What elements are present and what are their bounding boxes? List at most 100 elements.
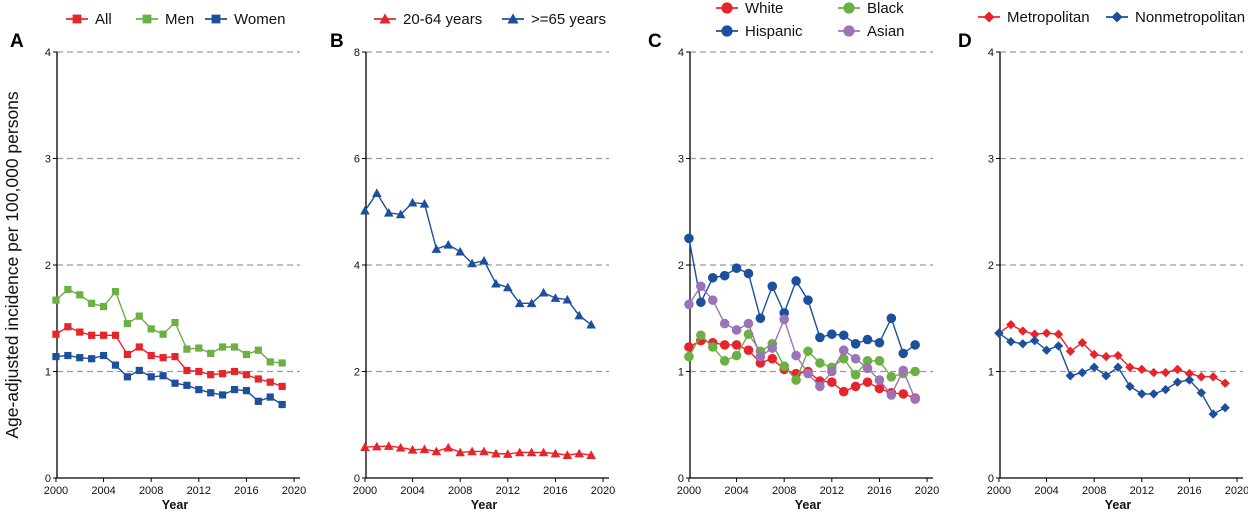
panel-a-series-men-point bbox=[230, 343, 239, 351]
panel-c-series-black-point bbox=[779, 361, 789, 371]
panel-b-series-65-years-point bbox=[431, 244, 442, 253]
panel-d-y-tick-label: 1 bbox=[988, 367, 994, 379]
panel-c-series-hispanic-point bbox=[886, 313, 897, 324]
panel-a-series-men-point bbox=[242, 350, 251, 359]
panel-c-series-white-point bbox=[719, 340, 730, 350]
panel-c-series-black-point bbox=[707, 342, 718, 352]
panel-c-series-hispanic-point bbox=[815, 332, 825, 343]
panel-d-series-metropolitan-point bbox=[1125, 362, 1135, 372]
panel-b-series-65-years-point bbox=[586, 319, 596, 329]
panel-d-y-tick-label: 2 bbox=[988, 260, 994, 272]
panel-a-series-all-point bbox=[88, 331, 96, 339]
panel-a-x-tick-label: 2020 bbox=[282, 485, 306, 497]
panel-d-series-nonmetropolitan-point bbox=[1172, 377, 1183, 387]
panel-b-legend-label: >=65 years bbox=[531, 11, 606, 28]
panel-c-series-hispanic-point bbox=[743, 268, 754, 279]
panel-a-series-women-point bbox=[242, 387, 251, 395]
panel-d-series-metropolitan-point bbox=[1065, 346, 1076, 356]
panel-a-series-all-point bbox=[76, 328, 84, 336]
panel-d-series-nonmetropolitan-point bbox=[994, 328, 1004, 338]
panel-c-series-white-point bbox=[731, 340, 742, 350]
panel-c-legend-item-white: White bbox=[716, 0, 783, 17]
panel-c-series-black-point bbox=[719, 356, 730, 366]
panel-a-legend-label: Men bbox=[165, 11, 194, 28]
panel-c-series-asian-point bbox=[696, 281, 706, 292]
panel-c-legend-marker bbox=[721, 2, 733, 14]
panel-a-series-women-point bbox=[135, 366, 143, 375]
panel-c-legend-marker bbox=[721, 25, 733, 37]
panel-a-x-tick-label: 2012 bbox=[187, 485, 211, 497]
panel-a-series-all-point bbox=[278, 382, 286, 391]
panel-a-series-women-point bbox=[219, 391, 227, 399]
panel-b-series-65-years-point bbox=[407, 197, 418, 207]
panel-c-legend-item-asian: Asian bbox=[838, 23, 905, 40]
panel-c-series-hispanic-point bbox=[803, 295, 813, 305]
panel-a-series-men-point bbox=[147, 325, 155, 333]
panel-c-series-hispanic-point bbox=[850, 339, 861, 349]
panel-b-x-tick-label: 2008 bbox=[448, 485, 472, 497]
panel-c-series-asian-point bbox=[838, 345, 849, 356]
panel-c-x-tick-label: 2008 bbox=[772, 485, 796, 497]
panel-a-series-men-point bbox=[111, 288, 120, 296]
panel-a-series-men-point bbox=[52, 296, 60, 304]
panel-d-series-nonmetropolitan-point bbox=[1184, 375, 1195, 385]
panel-a-legend-label: All bbox=[95, 11, 112, 28]
panel-d-series-nonmetropolitan-point bbox=[1196, 388, 1207, 398]
panel-a-series-women-point bbox=[159, 372, 167, 380]
panel-d-series-nonmetropolitan-point bbox=[1089, 362, 1099, 372]
panel-d-legend-label: Nonmetropolitan bbox=[1135, 9, 1245, 26]
panel-b-series-65-years-point bbox=[443, 239, 454, 249]
panel-c-series-hispanic-point bbox=[684, 233, 694, 244]
panel-d-legend-marker bbox=[1111, 11, 1123, 23]
panel-a-series-all-point bbox=[254, 375, 262, 383]
panel-d-series-nonmetropolitan-point bbox=[1041, 345, 1052, 355]
panel-d-series-nonmetropolitan-point bbox=[1137, 389, 1147, 399]
panel-c-series-white-point bbox=[874, 383, 885, 394]
panel-d-series-nonmetropolitan bbox=[994, 328, 1230, 419]
panel-c-y-tick-label: 0 bbox=[678, 473, 684, 485]
panel-b-y-tick-label: 2 bbox=[354, 367, 360, 379]
panel-b-label: B bbox=[330, 31, 344, 52]
panel-a-legend-label: Women bbox=[234, 11, 285, 28]
panel-c-series-black-point bbox=[791, 375, 801, 385]
panel-b-series-65-years-point bbox=[479, 255, 489, 265]
panel-b-y-tick-label: 0 bbox=[354, 473, 360, 485]
panel-a-series-women bbox=[52, 351, 286, 409]
panel-a-series-men-point bbox=[171, 318, 179, 327]
panel-a-series-men-point bbox=[219, 343, 227, 351]
panel-d-series-metropolitan-point bbox=[1220, 378, 1230, 388]
panel-c-series-hispanic-point bbox=[827, 329, 837, 340]
panel-b-legend-marker bbox=[507, 13, 519, 24]
panel-a: A 0 1 2 3 4 2000 2004 2008 2012 2016 2020 Year All Men… bbox=[10, 11, 306, 512]
panel-c-series-white-point bbox=[684, 342, 694, 352]
panel-c-series-hispanic-line bbox=[688, 238, 916, 355]
panel-a-series-women-point bbox=[123, 373, 131, 381]
panel-b-legend-marker bbox=[379, 13, 391, 24]
panel-b-series-20-64-years-point bbox=[395, 442, 406, 452]
panel-b-series-20-64-years-point bbox=[550, 448, 561, 458]
panel-c-x-tick-label: 2012 bbox=[820, 485, 844, 497]
panel-d-series-metropolitan-point bbox=[1089, 349, 1099, 360]
panel-a-series-women-point bbox=[52, 352, 60, 361]
panel-c-series-white-point bbox=[850, 381, 861, 392]
panel-b-y-tick-label: 6 bbox=[354, 154, 360, 166]
panel-d-series-nonmetropolitan-point bbox=[1053, 341, 1064, 351]
panel-d-x-axis-label: Year bbox=[1105, 498, 1132, 512]
panel-c-series-hispanic-point bbox=[791, 276, 801, 286]
panel-a-legend-item-men: Men bbox=[136, 11, 194, 28]
panel-d-series-metropolitan-point bbox=[1184, 368, 1195, 379]
panel-c-series-hispanic-point bbox=[910, 340, 920, 350]
panel-b-x-axis-label: Year bbox=[471, 498, 498, 512]
panel-b-series-20-64-years-point bbox=[538, 447, 549, 457]
panel-d-series-nonmetropolitan-point bbox=[1220, 403, 1230, 413]
panel-b-series-65-years-point bbox=[372, 188, 382, 197]
panel-c-x-tick-label: 2016 bbox=[867, 485, 891, 497]
panel-a-x-tick-label: 2004 bbox=[91, 485, 115, 497]
panel-a-series-women-point bbox=[111, 361, 120, 369]
panel-a-series-women-point bbox=[278, 400, 286, 409]
panel-c-x-axis-label: Year bbox=[795, 498, 822, 512]
panel-c-series-black-point bbox=[684, 351, 694, 362]
panel-a-series-women-line bbox=[55, 354, 283, 406]
panel-a-label: A bbox=[10, 31, 24, 52]
panel-c-y-tick-label: 1 bbox=[678, 367, 684, 379]
